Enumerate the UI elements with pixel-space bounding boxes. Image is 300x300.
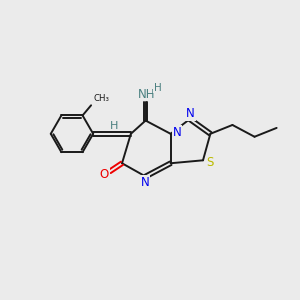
Text: NH: NH — [138, 88, 156, 100]
Text: N: N — [141, 176, 149, 189]
Text: N: N — [173, 126, 182, 139]
Text: O: O — [100, 168, 109, 181]
Text: S: S — [207, 156, 214, 169]
Text: CH₃: CH₃ — [93, 94, 109, 103]
Text: N: N — [186, 107, 195, 120]
Text: H: H — [154, 82, 162, 93]
Text: H: H — [110, 121, 118, 130]
